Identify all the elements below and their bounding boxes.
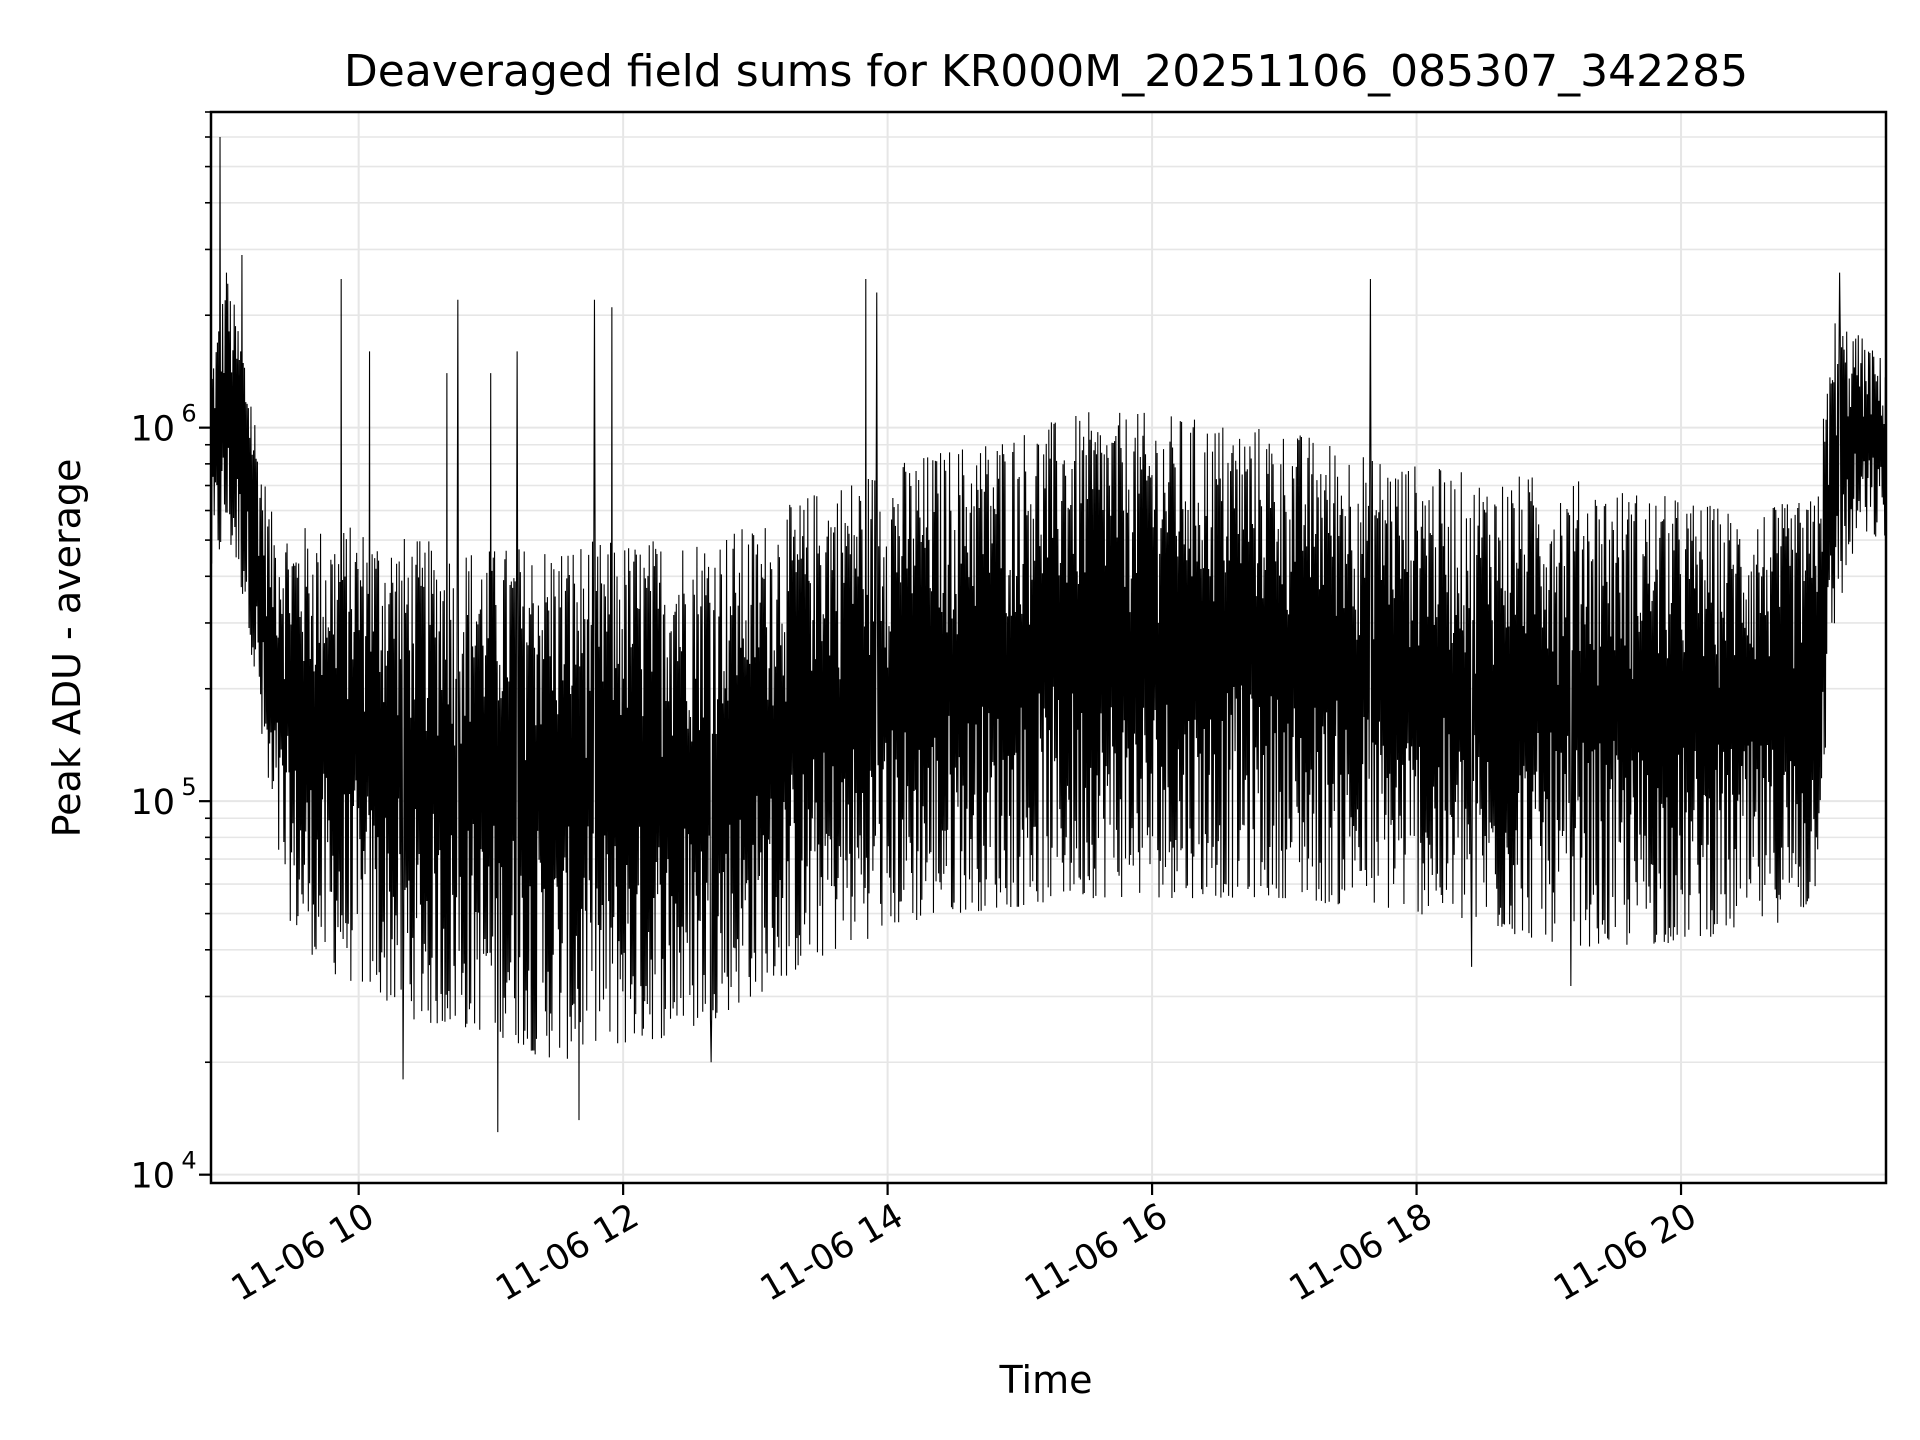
x-axis-label: Time [999, 1358, 1093, 1402]
y-tick-label: 10 [130, 783, 175, 823]
y-tick-label-exponent: 4 [181, 1147, 196, 1175]
data-layer [210, 137, 1887, 1133]
plot-frame [209, 110, 1888, 1185]
y-tick-label: 10 [130, 410, 175, 450]
series-line [210, 137, 1887, 1133]
y-tick-label-exponent: 5 [181, 773, 196, 801]
y-tick-label: 10 [130, 1157, 175, 1197]
chart-title: Deaveraged field sums for KR000M_2025110… [344, 46, 1748, 97]
y-axis-label: Peak ADU - average [45, 459, 89, 838]
y-tick-label-exponent: 6 [181, 400, 196, 428]
